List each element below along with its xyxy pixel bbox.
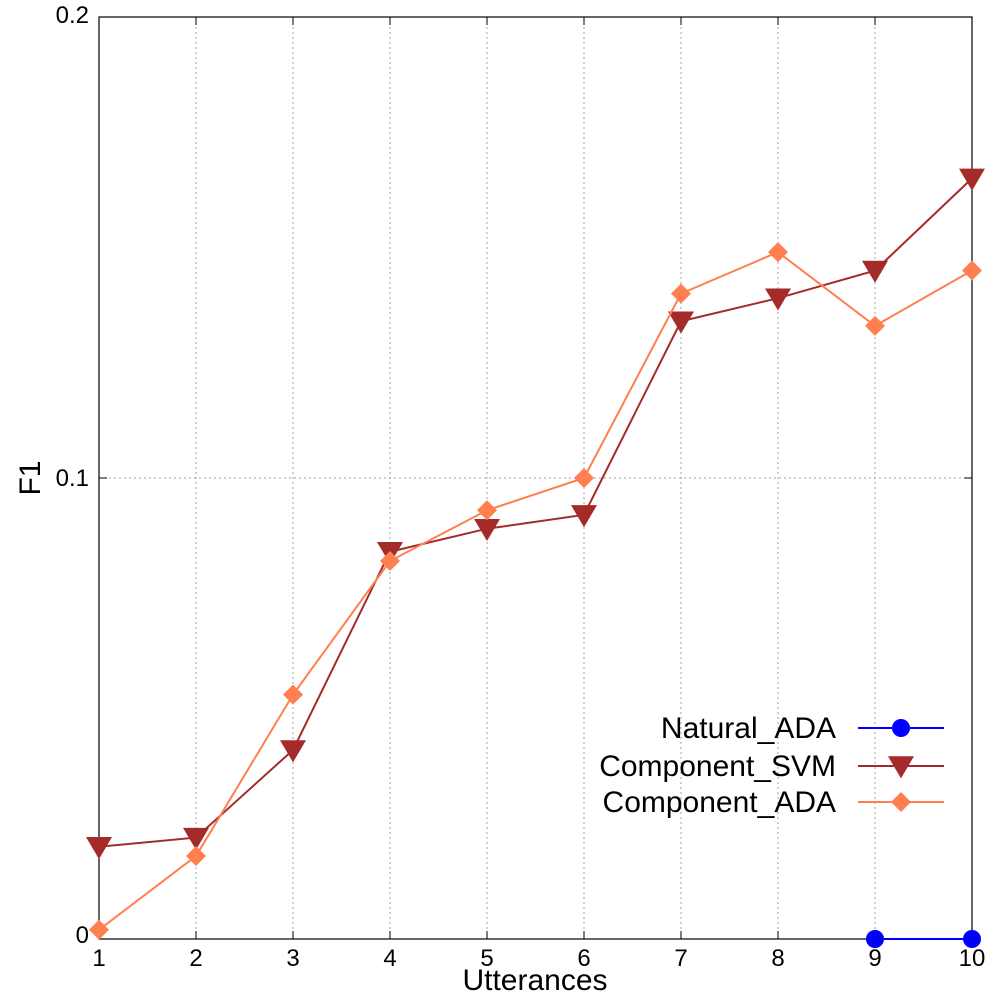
legend-marker: [888, 756, 914, 779]
x-tick-label: 9: [868, 945, 881, 972]
series-line: [98, 250, 973, 931]
data-point: [571, 505, 597, 528]
data-point: [280, 740, 306, 763]
x-tick-label: 2: [189, 945, 202, 972]
data-point: [768, 242, 788, 263]
x-tick-label: 7: [674, 945, 687, 972]
y-tick-label: 0.1: [56, 465, 89, 492]
data-point: [962, 260, 982, 281]
legend-marker: [892, 719, 910, 737]
data-point: [477, 500, 497, 521]
data-point: [86, 837, 112, 860]
data-point: [671, 283, 691, 304]
legend-entry: Component_SVM: [599, 750, 944, 783]
data-point: [474, 518, 500, 542]
data-point: [668, 311, 694, 334]
x-tick-label: 4: [383, 945, 396, 972]
x-axis-title: Utterances: [462, 964, 607, 997]
y-axis-title: F1: [14, 460, 47, 495]
x-tick-label: 6: [577, 945, 590, 972]
x-tick-label: 10: [959, 945, 986, 972]
series-component-ada: [89, 242, 982, 940]
data-point: [959, 168, 985, 191]
data-point: [963, 930, 981, 948]
data-point: [183, 827, 209, 850]
data-point: [283, 684, 303, 705]
x-tick-label: 3: [286, 945, 299, 972]
data-point: [574, 468, 594, 488]
data-point: [186, 846, 206, 867]
legend-label: Natural_ADA: [661, 712, 836, 745]
axis-ticks: 1 2 3 4 5 6 7 8 9 10 0 0.1 0.2: [56, 2, 986, 972]
series-natural-ada: [866, 930, 981, 948]
series-component-svm: [86, 168, 985, 860]
x-tick-label: 5: [480, 945, 493, 972]
data-point: [862, 260, 888, 283]
legend-label: Component_ADA: [603, 786, 836, 819]
data-point: [89, 919, 109, 940]
data-point: [380, 550, 400, 571]
legend-marker: [891, 792, 911, 812]
y-tick-label: 0.2: [56, 2, 89, 29]
x-tick-label: 8: [771, 945, 784, 972]
series-layer: [86, 168, 985, 948]
legend-entry: Natural_ADA: [661, 712, 944, 745]
data-point: [765, 288, 791, 311]
data-point: [866, 930, 884, 948]
legend-entry: Component_ADA: [603, 786, 944, 819]
series-line: [98, 177, 973, 848]
x-tick-label: 1: [92, 945, 105, 972]
y-tick-label: 0: [76, 922, 89, 949]
legend-label: Component_SVM: [599, 750, 836, 783]
data-point: [865, 315, 885, 336]
